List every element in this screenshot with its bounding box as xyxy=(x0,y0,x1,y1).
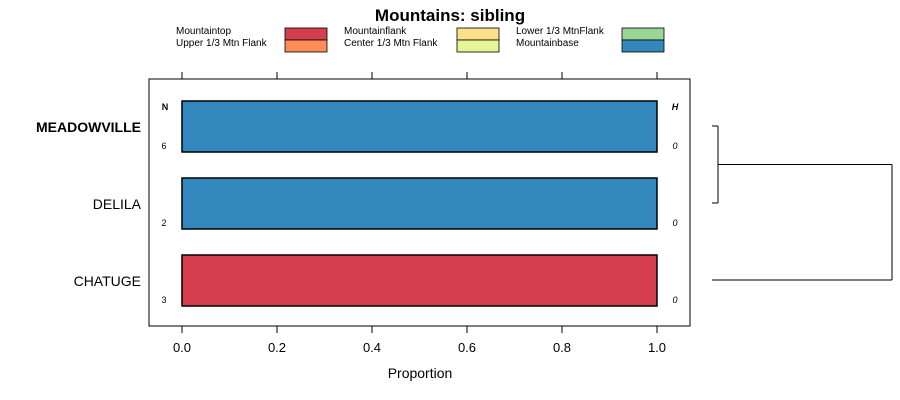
h-header: H xyxy=(672,102,679,112)
legend-label-mountaintop: Mountaintop xyxy=(176,26,231,37)
n-header: N xyxy=(162,102,169,112)
legend-label-mountainbase: Mountainbase xyxy=(516,38,579,49)
legend-label-upper-1-3-mtn-flank: Upper 1/3 Mtn Flank xyxy=(176,38,268,49)
x-tick-label: 0.0 xyxy=(173,340,191,355)
h-value-meadowville: 0 xyxy=(672,141,677,151)
h-value-chatuge: 0 xyxy=(672,295,677,305)
x-tick-label: 0.4 xyxy=(363,340,381,355)
legend-swatch-mountainflank xyxy=(456,27,500,41)
legend-swatch-center-1-3-mtn-flank xyxy=(456,39,500,53)
x-tick-label: 0.6 xyxy=(458,340,476,355)
bar-meadowville-mountainbase xyxy=(181,100,658,153)
h-value-delila: 0 xyxy=(672,218,677,228)
category-label-chatuge: CHATUGE xyxy=(74,273,141,289)
n-value-delila: 2 xyxy=(161,218,166,228)
n-value-meadowville: 6 xyxy=(161,141,166,151)
category-label-meadowville: MEADOWVILLE xyxy=(36,119,141,135)
bar-chatuge-mountaintop xyxy=(181,254,658,307)
legend-label-mountainflank: Mountainflank xyxy=(344,26,407,37)
category-labels: MEADOWVILLE DELILA CHATUGE xyxy=(36,119,142,289)
n-h-annotations: N H 6 0 2 0 3 0 xyxy=(161,102,678,305)
legend-label-lower-1-3-mtnflank: Lower 1/3 MtnFlank xyxy=(516,26,605,37)
legend-swatch-mountaintop xyxy=(284,27,328,41)
dendrogram xyxy=(712,125,893,281)
legend-swatch-lower-1-3-mtnflank xyxy=(621,27,665,41)
x-tick-label: 1.0 xyxy=(648,340,666,355)
category-label-delila: DELILA xyxy=(93,196,142,212)
legend-swatch-upper-1-3-mtn-flank xyxy=(284,39,328,53)
bar-delila-mountainbase xyxy=(181,177,658,230)
legend-swatch-mountainbase xyxy=(621,39,665,53)
x-axis-ticks: 0.0 0.2 0.4 0.6 0.8 1.0 xyxy=(173,72,666,355)
x-tick-label: 0.8 xyxy=(553,340,571,355)
legend-label-center-1-3-mtn-flank: Center 1/3 Mtn Flank xyxy=(344,38,438,49)
n-value-chatuge: 3 xyxy=(161,295,166,305)
bars xyxy=(181,100,658,307)
x-axis-label: Proportion xyxy=(388,365,453,381)
plot-frame xyxy=(148,78,691,327)
x-tick-label: 0.2 xyxy=(268,340,286,355)
chart-title: Mountains: sibling xyxy=(375,6,525,25)
